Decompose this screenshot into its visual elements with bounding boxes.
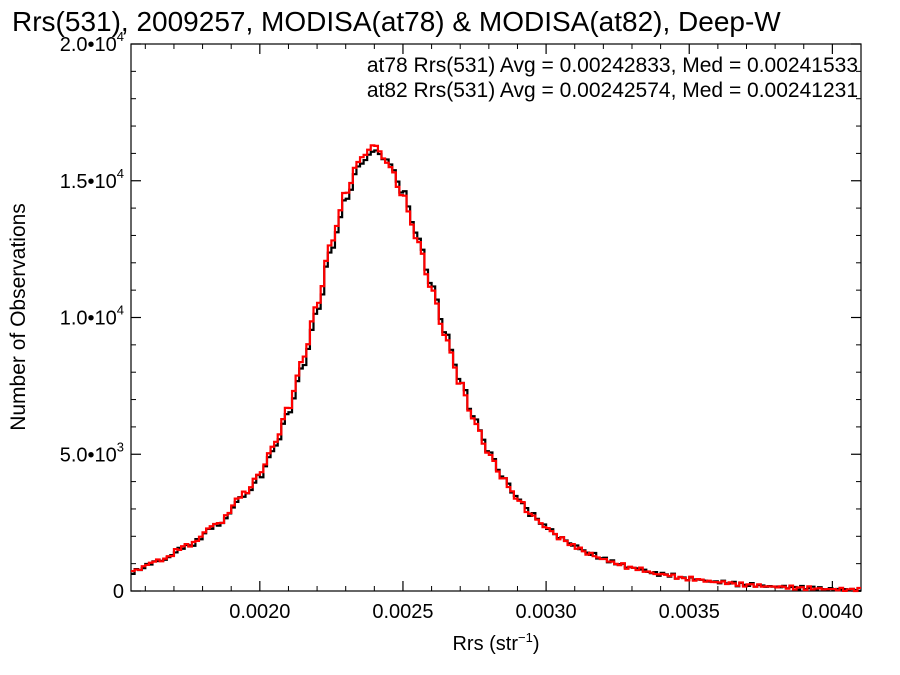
x-axis-label: Rrs (str−1) <box>452 630 539 655</box>
y-tick-label: 0 <box>113 581 124 603</box>
y-tick-label: 1.0•104 <box>60 303 124 330</box>
series-line-at82 <box>131 144 861 593</box>
y-tick-label: 1.5•104 <box>60 166 124 193</box>
x-tick-label: 0.0020 <box>229 601 290 623</box>
series-layer <box>131 144 861 593</box>
x-tick-label: 0.0025 <box>372 601 433 623</box>
y-axis-label: Number of Observations <box>7 203 30 431</box>
legend-entry-at82: at82 Rrs(531) Avg = 0.00242574, Med = 0.… <box>367 79 858 102</box>
x-tick-label: 0.0040 <box>802 601 863 623</box>
legend-entry-at78: at78 Rrs(531) Avg = 0.00242833, Med = 0.… <box>367 54 858 77</box>
axis-ticks: 0.0020 0.0025 0.0030 0.0035 0.0040 0 5.0•103 1.… <box>60 29 863 623</box>
y-tick-label: 2.0•104 <box>60 29 124 56</box>
x-tick-label: 0.0030 <box>516 601 577 623</box>
chart-title: Rrs(531), 2009257, MODISA(at78) & MODISA… <box>12 6 781 37</box>
y-tick-label: 5.0•103 <box>60 439 124 466</box>
x-tick-label: 0.0035 <box>659 601 720 623</box>
